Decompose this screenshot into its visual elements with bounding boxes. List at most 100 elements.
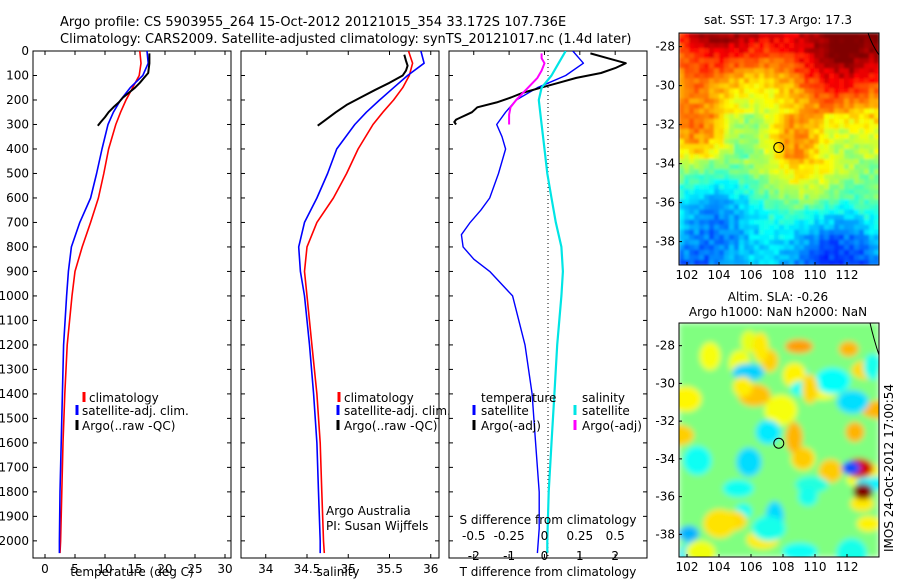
sst-cell [864, 169, 870, 175]
sst-cell [709, 143, 715, 150]
sst-cell [734, 43, 740, 49]
sst-cell [729, 244, 735, 251]
temperature-ticks: 0 5 10 15 20 25 30 [41, 51, 233, 576]
sst-cell [794, 58, 800, 64]
sst-cell [689, 239, 695, 246]
depth-tick-label: 1000 [0, 289, 29, 303]
sst-cell [719, 33, 725, 39]
sst-cell [809, 209, 815, 216]
sst-cell [744, 209, 750, 216]
sst-cell [739, 254, 745, 261]
sst-cell [734, 164, 740, 170]
sst-cell [799, 113, 805, 120]
sst-cell [819, 239, 825, 246]
s-tick-label: -0.5 [462, 529, 485, 543]
sla-lat-ticks: -28-30-32-34-36-38 [655, 339, 682, 541]
sst-cell [754, 93, 760, 100]
sst-cell [679, 204, 685, 211]
sst-cell [869, 249, 875, 256]
sst-cell [759, 103, 765, 110]
sst-cell [874, 143, 879, 150]
sst-cell [874, 174, 879, 180]
sst-cell [699, 189, 705, 195]
sst-cell [834, 133, 840, 140]
sst-cell [804, 149, 810, 155]
sst-cell [689, 138, 695, 145]
sla-blob [782, 542, 818, 557]
sst-cell [689, 219, 695, 226]
sst-cell [819, 219, 825, 226]
sst-cell [714, 38, 720, 44]
sla-blob [722, 479, 754, 498]
sst-cell [794, 93, 800, 100]
sst-cell [804, 174, 810, 180]
sst-cell [869, 199, 875, 206]
sst-cell [859, 159, 865, 165]
sst-cell [739, 108, 745, 115]
sst-cell [829, 214, 835, 221]
sst-cell [689, 179, 695, 185]
sst-cell [819, 204, 825, 211]
sst-cell [839, 179, 845, 185]
sst-cell [759, 249, 765, 256]
sst-cell [809, 133, 815, 140]
sst-cell [704, 254, 710, 261]
sst-cell [694, 199, 700, 206]
sst-cell [849, 68, 855, 74]
sst-cell [704, 93, 710, 100]
sst-cell [729, 174, 735, 180]
sst-cell [714, 73, 720, 79]
sst-cell [824, 123, 830, 130]
sst-cell [859, 118, 865, 125]
sst-cell [809, 239, 815, 246]
sst-cell [769, 184, 775, 190]
sst-cell [819, 169, 825, 175]
sst-cell [859, 73, 865, 79]
sst-cell [749, 184, 755, 190]
sst-cell [764, 113, 770, 120]
sst-cell [844, 138, 850, 145]
sst-cell [789, 234, 795, 241]
sst-cell [819, 254, 825, 261]
sst-cell [694, 229, 700, 236]
sst-cell [679, 128, 685, 135]
sst-cell [689, 68, 695, 74]
sst-cell [739, 33, 745, 39]
sst-cell [849, 204, 855, 211]
sst-cell [789, 88, 795, 95]
sst-cell [794, 118, 800, 125]
sst-cell [704, 63, 710, 69]
sst-cell [784, 43, 790, 49]
sst-cell [864, 149, 870, 155]
sst-cell [769, 219, 775, 226]
sst-cell [789, 224, 795, 231]
sst-cell [819, 133, 825, 140]
sst-cell [789, 83, 795, 90]
sst-cell [754, 249, 760, 256]
sst-cell [734, 48, 740, 54]
sst-cell [719, 98, 725, 105]
sst-cell [684, 108, 690, 115]
depth-tick-label: 500 [6, 166, 29, 180]
sst-cell [784, 189, 790, 195]
sst-cell [774, 244, 780, 251]
sst-cell [709, 259, 715, 265]
sst-cell [679, 234, 685, 241]
sst-cell [819, 108, 825, 115]
sst-cell [734, 123, 740, 130]
sst-cell [779, 93, 785, 100]
sst-cell [769, 43, 775, 49]
sst-cell [694, 43, 700, 49]
sst-cell [769, 174, 775, 180]
sst-cell [814, 149, 820, 155]
sst-cell [759, 43, 765, 49]
sst-cell [844, 63, 850, 69]
sst-cell [729, 194, 735, 201]
sst-cell [689, 214, 695, 221]
sst-cell [769, 179, 775, 185]
sst-cell [839, 83, 845, 90]
sst-cell [849, 143, 855, 150]
sst-cell [799, 143, 805, 150]
sst-cell [714, 93, 720, 100]
legend-climatology-label: climatology [89, 391, 159, 405]
